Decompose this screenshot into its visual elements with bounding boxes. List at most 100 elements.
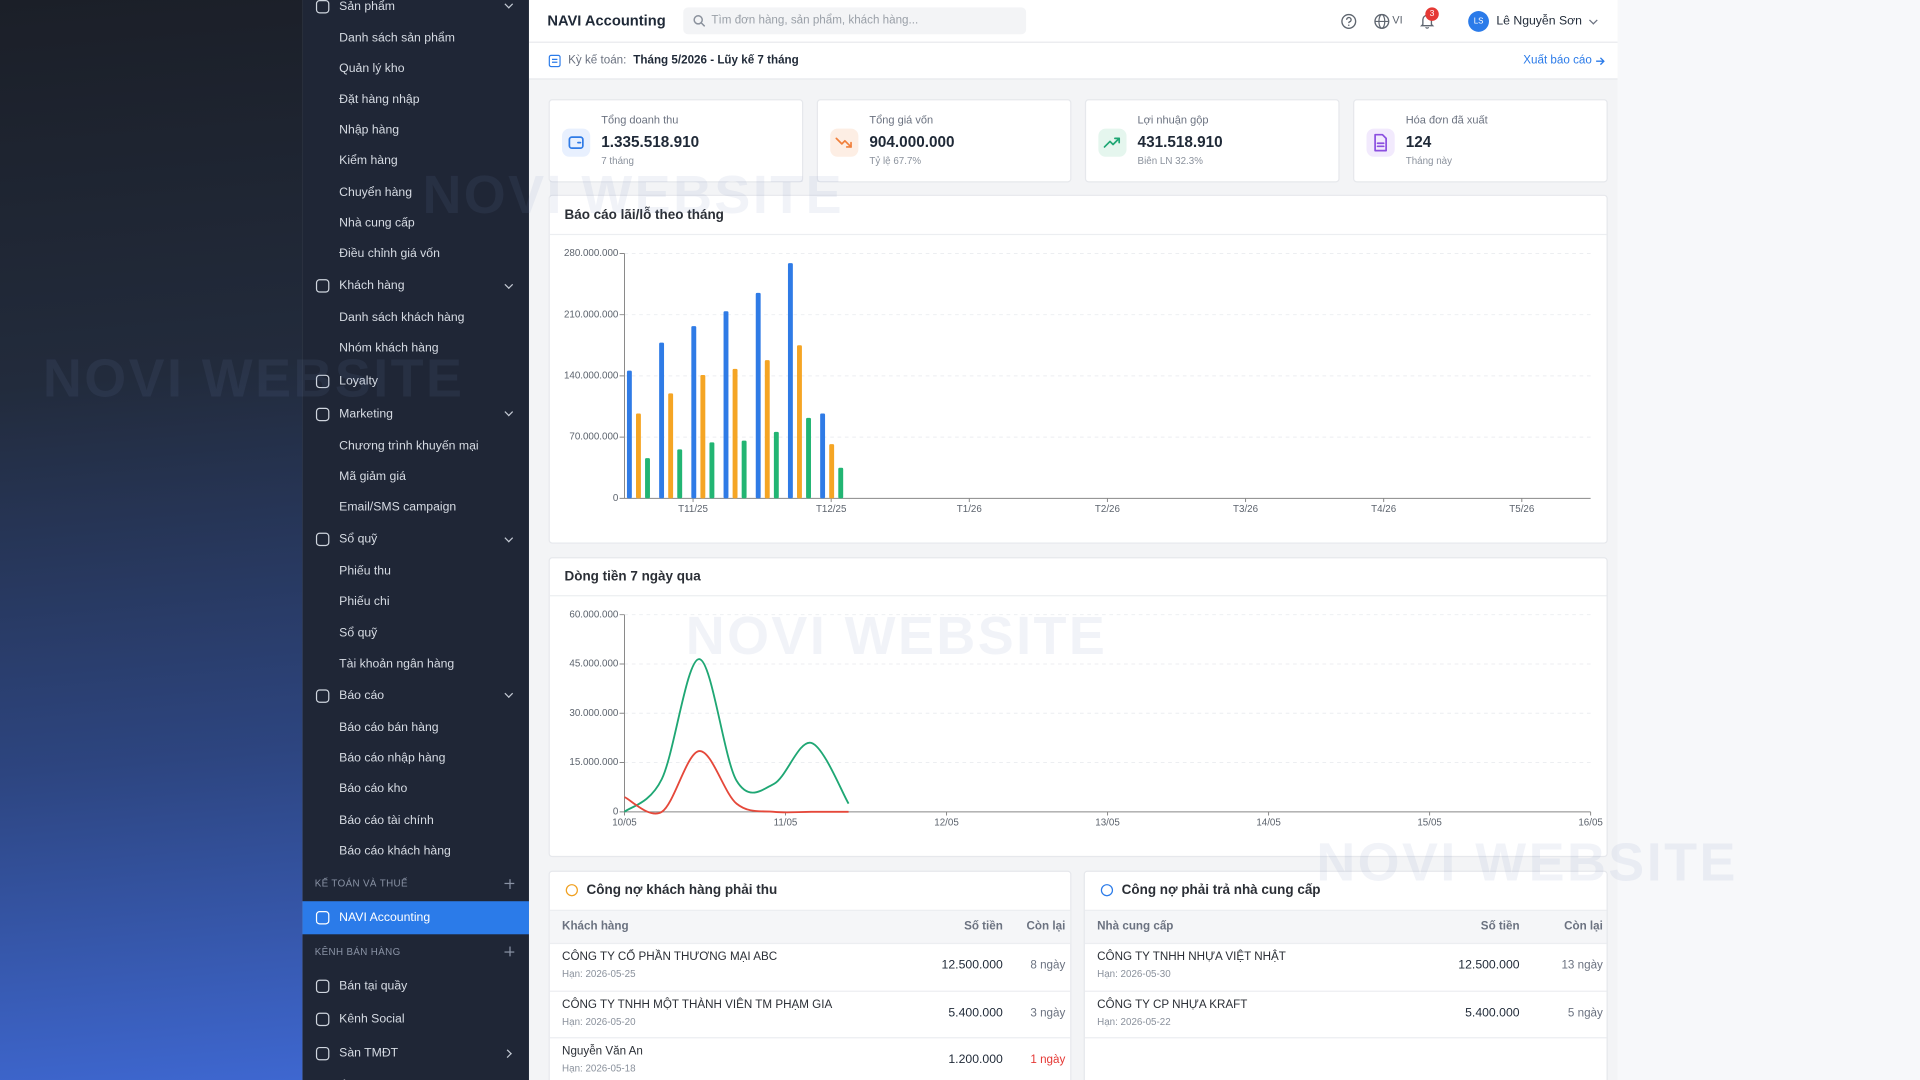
language-icon[interactable] <box>1374 13 1390 29</box>
menu-label: Nhập hàng <box>339 123 400 138</box>
menu-label: Khách hàng <box>339 279 405 293</box>
menu-icon <box>315 374 330 388</box>
main: NAVI Accounting Tìm đơn hàng, sản phẩm, … <box>528 0 1618 1080</box>
menu-item[interactable]: Sàn TMĐT <box>302 1036 529 1070</box>
menu-item[interactable]: Ứng dụng <box>302 1070 529 1080</box>
menu-label: Mã giảm giá <box>339 469 406 484</box>
menu-item[interactable]: Nhà cung cấp <box>302 208 529 239</box>
amount: 1.200.000 <box>948 1053 1003 1067</box>
glyph <box>845 141 852 148</box>
x-tick-label: T4/26 <box>1371 504 1397 515</box>
bar <box>691 326 697 499</box>
stat-glyph <box>835 137 852 148</box>
menu-item[interactable]: Chuyển hàng <box>302 177 529 208</box>
column-header: Khách hàng <box>562 919 629 934</box>
bar <box>732 368 738 499</box>
menu-item[interactable]: Phiếu chi <box>302 587 529 618</box>
menu-item[interactable]: Sổ quỹ <box>302 618 529 649</box>
menu-item[interactable]: Báo cáo khách hàng <box>302 836 529 867</box>
stat-card: Hóa đơn đã xuất 124 Tháng này <box>1353 99 1608 183</box>
add-button[interactable] <box>504 947 515 957</box>
export-arrow[interactable] <box>1596 56 1606 66</box>
avatar[interactable]: LS <box>1468 11 1489 32</box>
y-tick-label: 70.000.000 <box>569 432 619 443</box>
export-button[interactable]: Xuất báo cáo <box>1523 53 1592 68</box>
bar <box>820 413 826 499</box>
bar <box>626 370 632 499</box>
sidebar: Sản phẩm Danh sách sản phẩm Quản lý kho Đặt… <box>302 0 529 1080</box>
menu-item[interactable]: Nhóm khách hàng <box>302 333 529 364</box>
line <box>624 750 849 815</box>
menu-item[interactable]: Bán tại quầy <box>302 969 529 1003</box>
menu-item[interactable]: Tài khoản ngân hàng <box>302 649 529 680</box>
table-row[interactable]: CÔNG TY TNHH NHỰA VIỆT NHẬT Hạn: 2026-05-… <box>1084 943 1607 992</box>
menu-icon <box>315 532 330 547</box>
menu-item[interactable]: Báo cáo kho <box>302 774 529 805</box>
menu-item[interactable]: Kênh Social <box>302 1003 529 1037</box>
search-box[interactable]: Tìm đơn hàng, sản phẩm, khách hàng... <box>683 7 1027 35</box>
menu-label: Bán tại quầy <box>339 979 408 993</box>
menu-group[interactable]: Loyalty <box>302 364 529 397</box>
amount: 12.500.000 <box>941 958 1003 973</box>
y-tick-label: 15.000.000 <box>569 757 619 768</box>
table-row[interactable]: Nguyễn Văn An Hạn: 2026-05-18 1.200.000 1 n… <box>550 1037 1070 1080</box>
stat-value: 1.335.518.910 <box>601 133 700 151</box>
menu-group[interactable]: Báo cáo <box>302 679 529 712</box>
menu-item[interactable]: Báo cáo bán hàng <box>302 713 529 744</box>
stat-icon <box>830 128 859 157</box>
due-date: Hạn: 2026-05-30 <box>1097 968 1171 980</box>
menu-item[interactable]: Kiểm hàng <box>302 146 529 177</box>
language[interactable]: VI <box>1392 13 1403 26</box>
user-name[interactable]: Lê Nguyễn Sơn <box>1496 14 1582 29</box>
user-menu-chevron[interactable] <box>1589 16 1598 24</box>
menu-group[interactable]: Sản phẩm <box>302 0 529 23</box>
y-labels: 0 15.000.000 30.000.000 45.000.000 60.000.00… <box>569 609 619 817</box>
table-header: Nhà cung cấp Số tiền Còn lại <box>1084 909 1607 945</box>
divider <box>549 595 1607 597</box>
menu-item[interactable]: Báo cáo nhập hàng <box>302 743 529 774</box>
table-card: Công nợ khách hàng phải thu Khách hàng Số … <box>548 870 1072 1080</box>
menu-item[interactable]: Điều chỉnh giá vốn <box>302 239 529 270</box>
party-name: CÔNG TY TNHH NHỰA VIỆT NHẬT <box>1097 950 1286 964</box>
bar <box>806 417 811 499</box>
table-row[interactable]: CÔNG TY CỔ PHẦN THƯƠNG MẠI ABC Hạn: 2026-… <box>549 943 1071 992</box>
help-icon[interactable] <box>1341 13 1357 29</box>
table-row[interactable]: CÔNG TY TNHH MỘT THÀNH VIÊN TM PHẠM GIA H… <box>549 990 1071 1039</box>
menu-item[interactable]: Quản lý kho <box>302 53 529 84</box>
stat-card: Lợi nhuận gộp 431.518.910 Biên LN 32.3% <box>1084 99 1340 183</box>
menu-group[interactable]: Khách hàng <box>302 270 529 303</box>
chevron <box>504 0 514 9</box>
menu-item[interactable]: Mã giảm giá <box>302 461 529 492</box>
menu-item[interactable]: Chương trình khuyến mại <box>302 430 529 461</box>
menu-item[interactable]: Báo cáo tài chính <box>302 805 529 836</box>
menu-item[interactable]: Phiếu thu <box>302 556 529 587</box>
table-icon <box>1100 884 1114 897</box>
menu-item[interactable]: Email/SMS campaign <box>302 492 529 523</box>
menu-icon <box>315 0 330 13</box>
menu-icon <box>315 689 330 703</box>
menu-item[interactable]: NAVI Accounting <box>302 901 529 935</box>
bar <box>636 413 641 499</box>
menu-icon <box>315 1046 330 1060</box>
x-tick-label: 14/05 <box>1256 817 1281 828</box>
x-tick-label: T5/26 <box>1509 504 1535 515</box>
party-name: CÔNG TY CP NHỰA KRAFT <box>1097 997 1248 1011</box>
menu-label: Sổ quỹ <box>339 532 378 547</box>
stat-glyph <box>568 136 584 150</box>
menu-label: Loyalty <box>339 374 378 388</box>
menu-group[interactable]: Sổ quỹ <box>302 523 529 556</box>
menu-section: KẾ TOÁN VÀ THUẾ <box>302 867 529 901</box>
stat-card: Tổng giá vốn 904.000.000 Tỷ lệ 67.7% <box>816 99 1072 183</box>
menu-group[interactable]: Marketing <box>302 397 529 430</box>
add-button[interactable] <box>504 879 515 889</box>
x-tick-label: T2/26 <box>1095 504 1121 515</box>
table-row[interactable]: CÔNG TY CP NHỰA KRAFT Hạn: 2026-05-22 5.40… <box>1084 990 1607 1039</box>
menu-item[interactable]: Đặt hàng nhập <box>302 84 529 115</box>
stat-note: Biên LN 32.3% <box>1137 155 1203 167</box>
amount: 5.400.000 <box>1465 1005 1520 1020</box>
stat-note: Tỷ lệ 67.7% <box>869 155 922 167</box>
menu-item[interactable]: Danh sách khách hàng <box>302 303 529 334</box>
x-tick-label: T12/25 <box>816 504 847 515</box>
menu-item[interactable]: Nhập hàng <box>302 115 529 146</box>
menu-item[interactable]: Danh sách sản phẩm <box>302 23 529 54</box>
